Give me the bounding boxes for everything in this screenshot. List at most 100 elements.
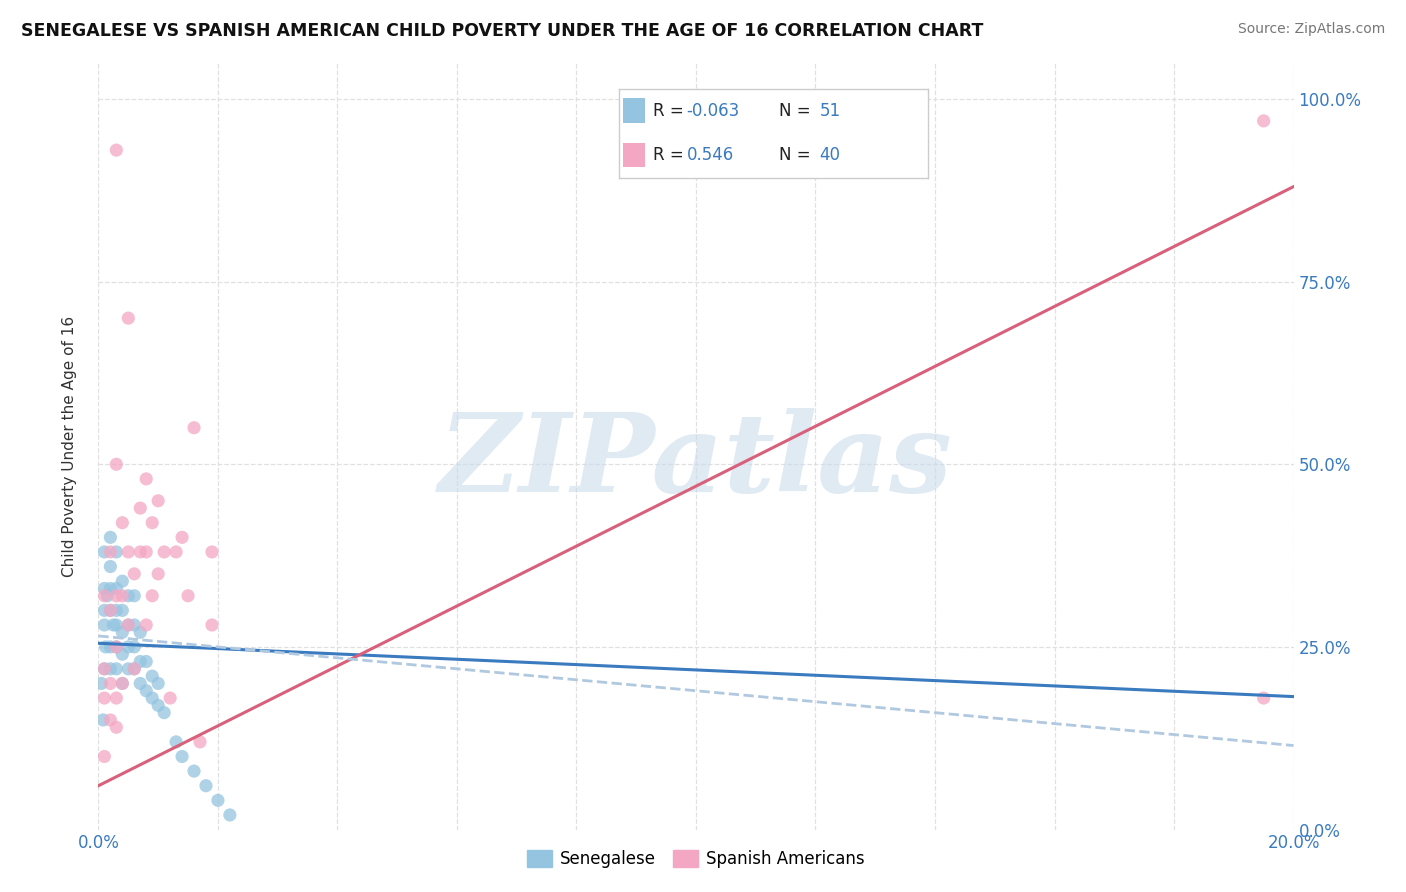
Text: 0.546: 0.546 (686, 146, 734, 164)
Point (93, 618, 115, 632)
Point (129, 625, 152, 640)
Point (105, 720, 128, 734)
Point (98, 713, 122, 727)
Point (124, 662, 146, 676)
Point (129, 676, 152, 690)
Point (1253, 114, 1275, 128)
Point (117, 545, 139, 559)
Point (94, 640, 117, 654)
Point (105, 603, 128, 617)
Point (207, 793, 229, 807)
Point (201, 545, 224, 559)
Point (93, 582, 115, 596)
Text: ZIPatlas: ZIPatlas (439, 408, 953, 515)
Point (93, 662, 115, 676)
Point (195, 779, 218, 793)
Point (177, 589, 200, 603)
Point (111, 516, 134, 530)
Point (148, 566, 170, 581)
Point (98, 545, 122, 559)
Point (93, 603, 115, 617)
Point (148, 698, 170, 713)
Point (141, 669, 163, 683)
Point (172, 530, 194, 544)
Point (141, 691, 163, 706)
Point (111, 676, 134, 690)
Point (153, 706, 176, 720)
Point (111, 625, 134, 640)
Point (105, 691, 128, 706)
Point (105, 582, 128, 596)
Point (93, 691, 115, 706)
Point (93, 545, 115, 559)
Point (98, 676, 122, 690)
Point (117, 640, 139, 654)
Point (148, 493, 170, 508)
Point (111, 574, 134, 589)
Point (105, 618, 128, 632)
Point (98, 582, 122, 596)
Point (135, 618, 157, 632)
Point (103, 618, 125, 632)
Point (135, 545, 157, 559)
Point (105, 545, 128, 559)
Point (124, 662, 146, 676)
Point (165, 545, 187, 559)
Text: N =: N = (779, 102, 817, 120)
Point (117, 662, 139, 676)
Point (111, 589, 134, 603)
Point (148, 676, 170, 690)
Point (135, 683, 157, 698)
Point (124, 589, 146, 603)
Point (124, 618, 146, 632)
Point (129, 501, 152, 516)
Point (91, 713, 114, 727)
Point (111, 676, 134, 690)
Point (135, 655, 157, 669)
Text: N =: N = (779, 146, 817, 164)
Point (165, 735, 187, 749)
Point (98, 603, 122, 617)
Point (188, 735, 211, 749)
Point (105, 662, 128, 676)
Point (111, 647, 134, 661)
Legend: Senegalese, Spanish Americans: Senegalese, Spanish Americans (520, 844, 872, 875)
Point (105, 143, 128, 157)
Point (90, 676, 112, 690)
Text: 40: 40 (820, 146, 841, 164)
Point (111, 603, 134, 617)
Text: Source: ZipAtlas.com: Source: ZipAtlas.com (1237, 22, 1385, 37)
Point (141, 589, 163, 603)
Point (93, 749, 115, 764)
Point (93, 662, 115, 676)
Text: SENEGALESE VS SPANISH AMERICAN CHILD POVERTY UNDER THE AGE OF 16 CORRELATION CHA: SENEGALESE VS SPANISH AMERICAN CHILD POV… (21, 22, 983, 40)
Point (98, 640, 122, 654)
Point (98, 603, 122, 617)
Point (117, 618, 139, 632)
Text: -0.063: -0.063 (686, 102, 740, 120)
Point (98, 530, 122, 544)
Point (117, 589, 139, 603)
Point (98, 559, 122, 574)
Point (105, 457, 128, 471)
Point (96, 589, 118, 603)
Y-axis label: Child Poverty Under the Age of 16: Child Poverty Under the Age of 16 (62, 316, 77, 576)
Point (117, 618, 139, 632)
FancyBboxPatch shape (623, 143, 645, 168)
Point (183, 421, 205, 435)
Point (129, 545, 152, 559)
Point (135, 472, 157, 486)
Point (105, 589, 128, 603)
Text: 51: 51 (820, 102, 841, 120)
Text: R =: R = (652, 102, 689, 120)
Point (153, 545, 176, 559)
Point (141, 516, 163, 530)
Point (219, 808, 242, 822)
FancyBboxPatch shape (623, 98, 645, 122)
Text: R =: R = (652, 146, 689, 164)
Point (159, 691, 181, 706)
Point (117, 311, 139, 326)
Point (124, 640, 146, 654)
Point (183, 764, 205, 778)
Point (105, 640, 128, 654)
